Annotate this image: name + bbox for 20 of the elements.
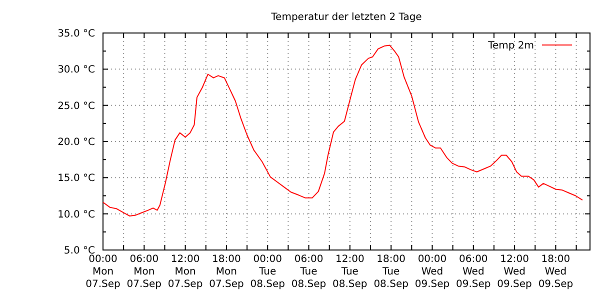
x-tick-label: 12:00 Tue 08.Sep (332, 254, 368, 290)
x-tick-label: 06:00 Mon 07.Sep (126, 254, 162, 290)
x-tick-label: 00:00 Tue 08.Sep (250, 254, 286, 290)
y-tick-label: 30.0 °C (58, 64, 96, 76)
chart-title: Temperatur der letzten 2 Tage (270, 12, 422, 23)
x-tick-label: 12:00 Mon 07.Sep (168, 254, 203, 290)
x-tick-label: 18:00 Wed 09.Sep (538, 254, 574, 290)
y-tick-label: 35.0 °C (58, 28, 96, 40)
y-tick-label: 20.0 °C (58, 137, 96, 148)
x-tick-label: 06:00 Tue 08.Sep (291, 254, 326, 290)
x-tick-label: 06:00 Wed 09.Sep (456, 254, 491, 290)
x-tick-label: 00:00 Wed 09.Sep (414, 254, 450, 290)
x-tick-label: 18:00 Mon 07.Sep (209, 254, 244, 290)
x-tick-label: 00:00 Mon 07.Sep (86, 254, 120, 290)
y-tick-label: 10.0 °C (58, 209, 96, 220)
legend-label: Temp 2m (487, 40, 534, 52)
y-tick-label: 25.0 °C (58, 100, 96, 112)
y-tick-label: 15.0 °C (58, 173, 96, 184)
x-tick-label: 18:00 Tue 08.Sep (374, 254, 408, 290)
x-tick-label: 12:00 Wed 09.Sep (497, 254, 532, 290)
